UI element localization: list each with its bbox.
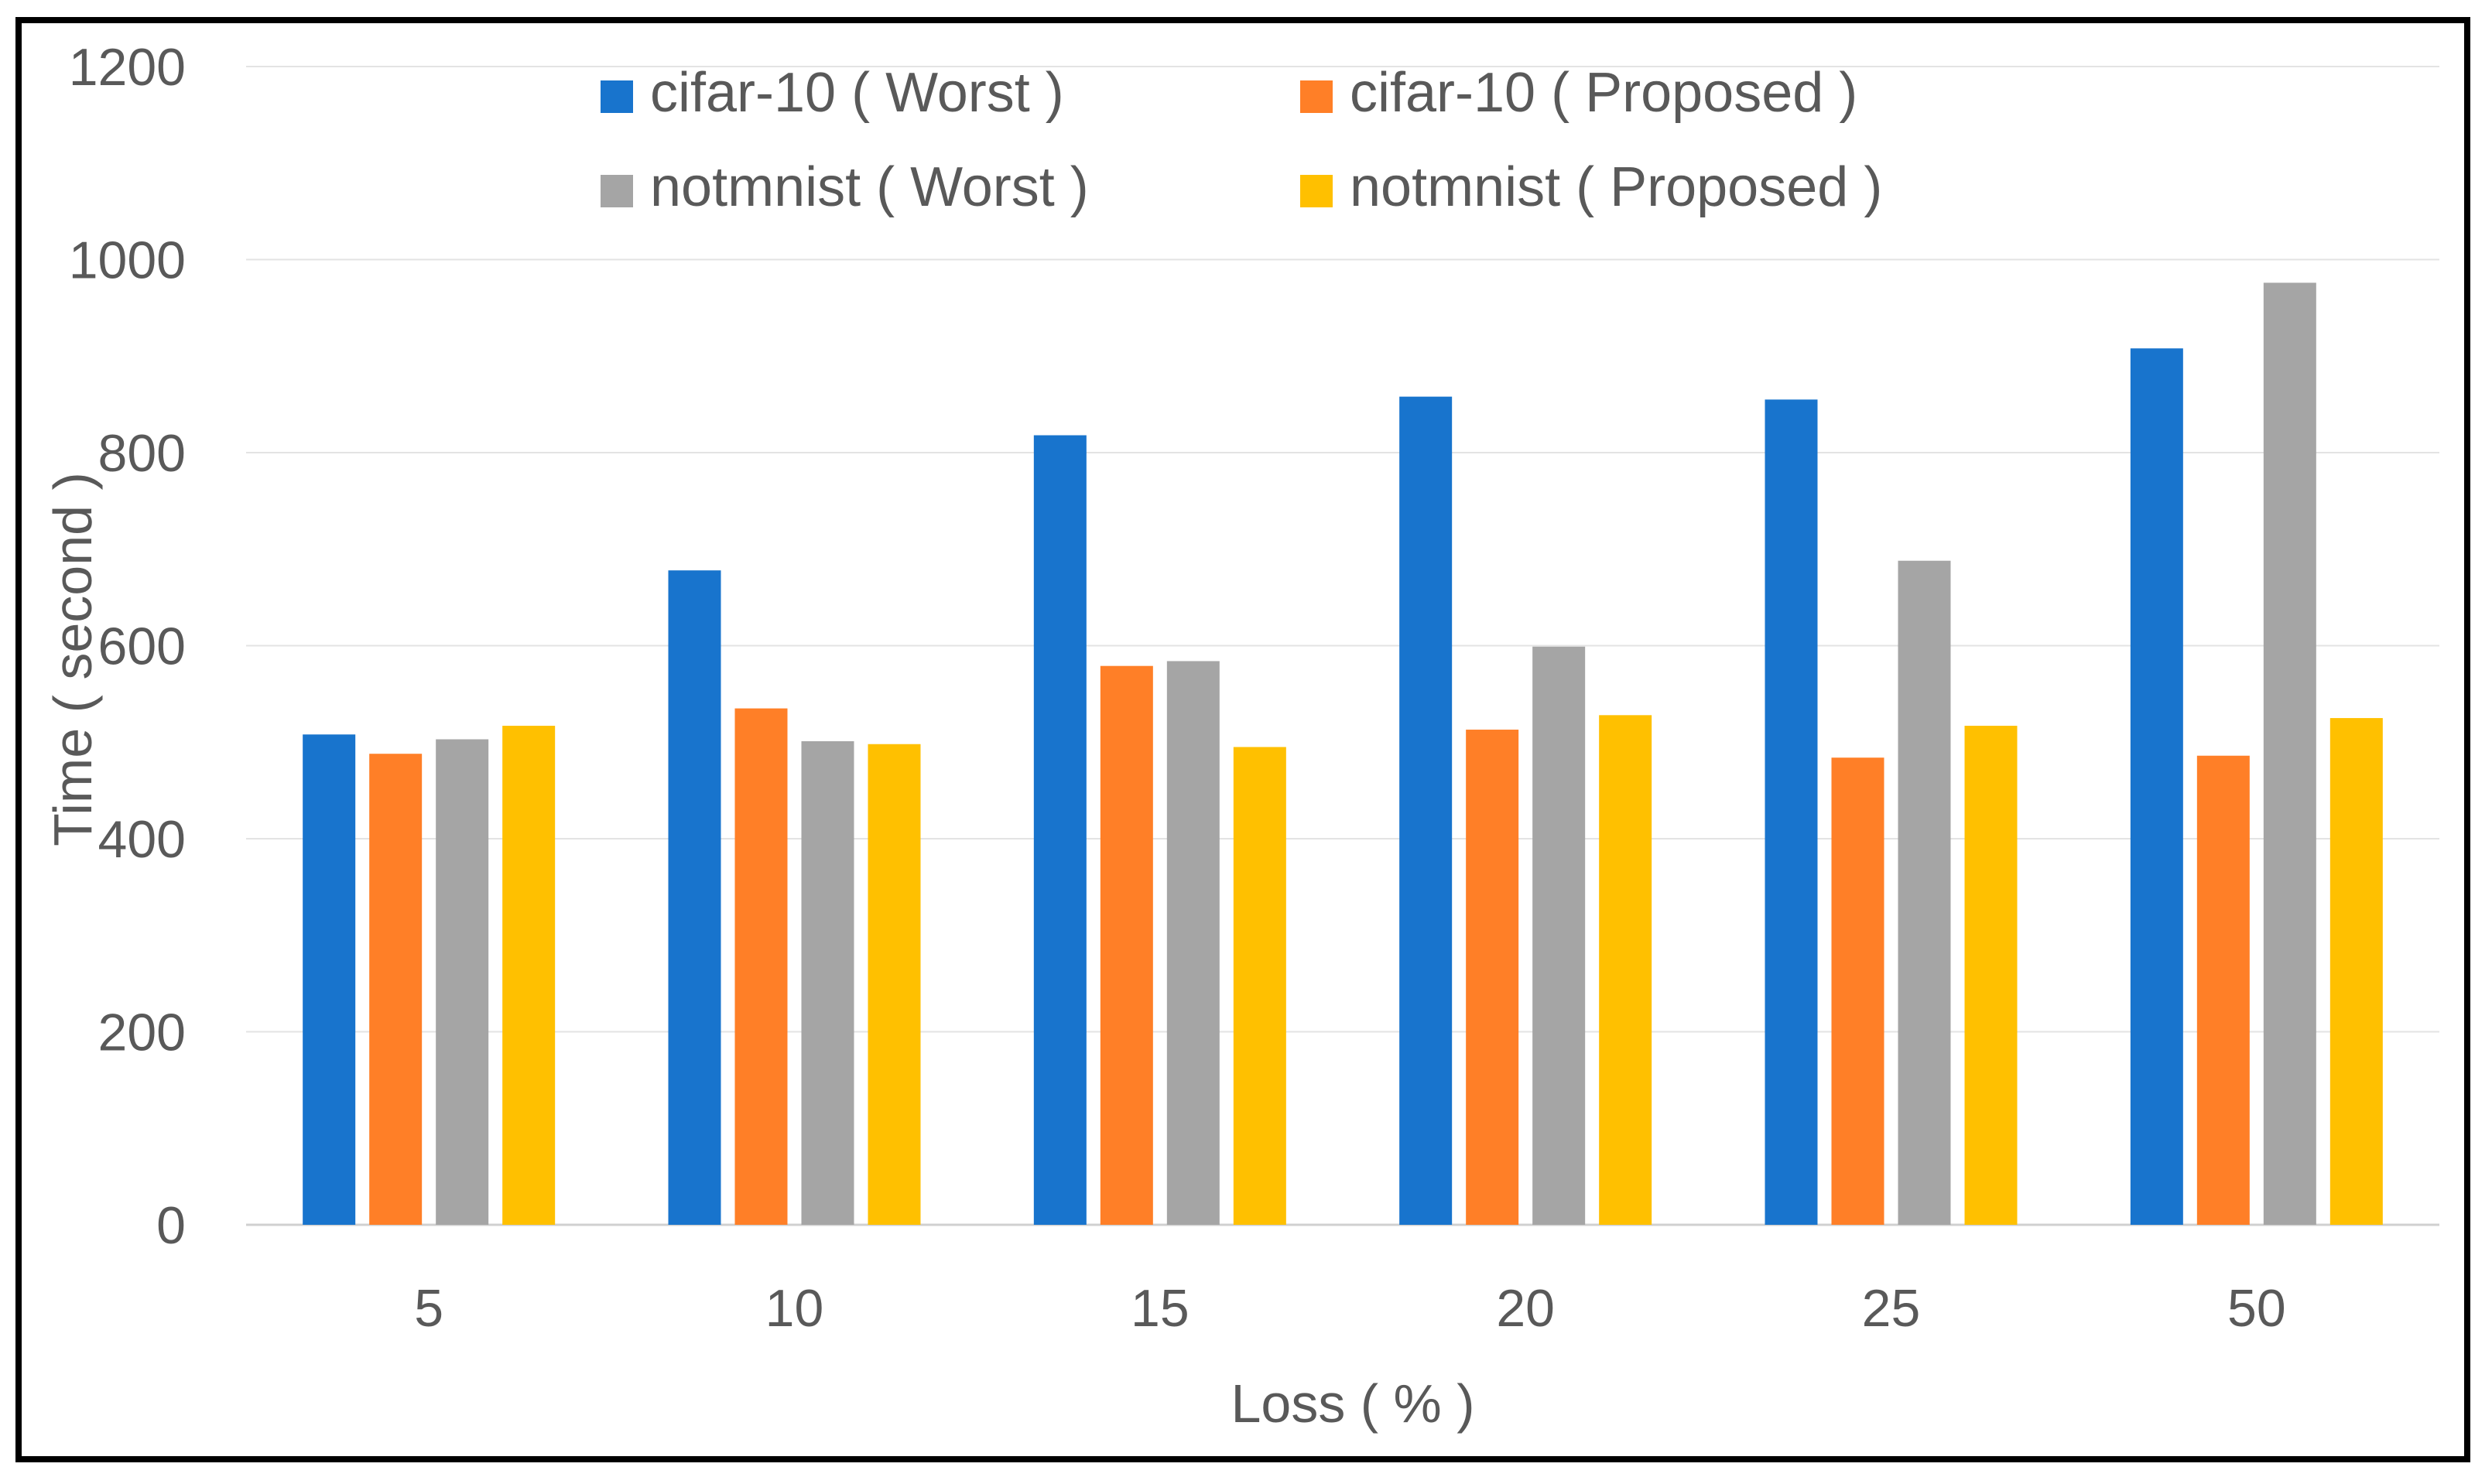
legend-swatch xyxy=(601,80,633,113)
bar xyxy=(801,741,854,1225)
y-tick-label: 1000 xyxy=(69,231,186,290)
bar xyxy=(2196,755,2250,1225)
bar xyxy=(1964,726,2018,1225)
bar xyxy=(2130,348,2183,1225)
bar xyxy=(369,754,423,1225)
legend-swatch xyxy=(1300,175,1333,207)
x-tick-label: 50 xyxy=(2227,1279,2286,1338)
bar xyxy=(1466,730,1519,1225)
bar xyxy=(734,708,788,1225)
x-tick-label: 5 xyxy=(414,1279,443,1338)
y-tick-label: 400 xyxy=(98,810,186,869)
gridlines xyxy=(246,66,2439,1226)
bar xyxy=(1399,396,1453,1225)
x-axis-ticks: 5 10 15 20 25 50 xyxy=(414,1279,2285,1338)
bar xyxy=(1898,560,1951,1225)
bar xyxy=(1166,661,1220,1225)
y-axis-ticks: 0 200 400 600 800 1000 1200 xyxy=(69,38,186,1255)
bar xyxy=(502,726,556,1225)
bar xyxy=(1233,747,1286,1225)
y-tick-label: 200 xyxy=(98,1004,186,1062)
bar xyxy=(868,744,921,1225)
legend-label: cifar-10 ( Proposed ) xyxy=(1350,62,1857,124)
bar xyxy=(436,739,489,1225)
bar xyxy=(303,734,356,1225)
y-tick-label: 600 xyxy=(98,617,186,676)
legend-swatch xyxy=(1300,80,1333,113)
legend-label: notmnist ( Worst ) xyxy=(650,156,1089,218)
bar xyxy=(1765,399,1818,1226)
bar xyxy=(1532,646,1586,1225)
y-tick-label: 1200 xyxy=(69,38,186,97)
bar xyxy=(1100,665,1153,1225)
legend-label: notmnist ( Proposed ) xyxy=(1350,156,1882,218)
x-tick-label: 20 xyxy=(1496,1279,1555,1338)
x-tick-label: 15 xyxy=(1131,1279,1190,1338)
legend: cifar-10 ( Worst ) cifar-10 ( Proposed ) n… xyxy=(601,62,1882,218)
bar xyxy=(1599,715,1652,1225)
y-tick-label: 800 xyxy=(98,424,186,483)
legend-label: cifar-10 ( Worst ) xyxy=(650,62,1064,124)
bars xyxy=(303,282,2383,1226)
bar xyxy=(2329,718,2383,1225)
bar xyxy=(668,570,721,1225)
x-axis-title: Loss ( % ) xyxy=(1231,1373,1474,1434)
bar xyxy=(2263,282,2316,1226)
legend-swatch xyxy=(601,175,633,207)
bar xyxy=(1831,757,1884,1225)
y-tick-label: 0 xyxy=(156,1196,186,1255)
bar xyxy=(1033,435,1087,1225)
y-axis-title: Time ( second ) xyxy=(43,472,103,846)
x-tick-label: 25 xyxy=(1862,1279,1921,1338)
x-tick-label: 10 xyxy=(765,1279,824,1338)
